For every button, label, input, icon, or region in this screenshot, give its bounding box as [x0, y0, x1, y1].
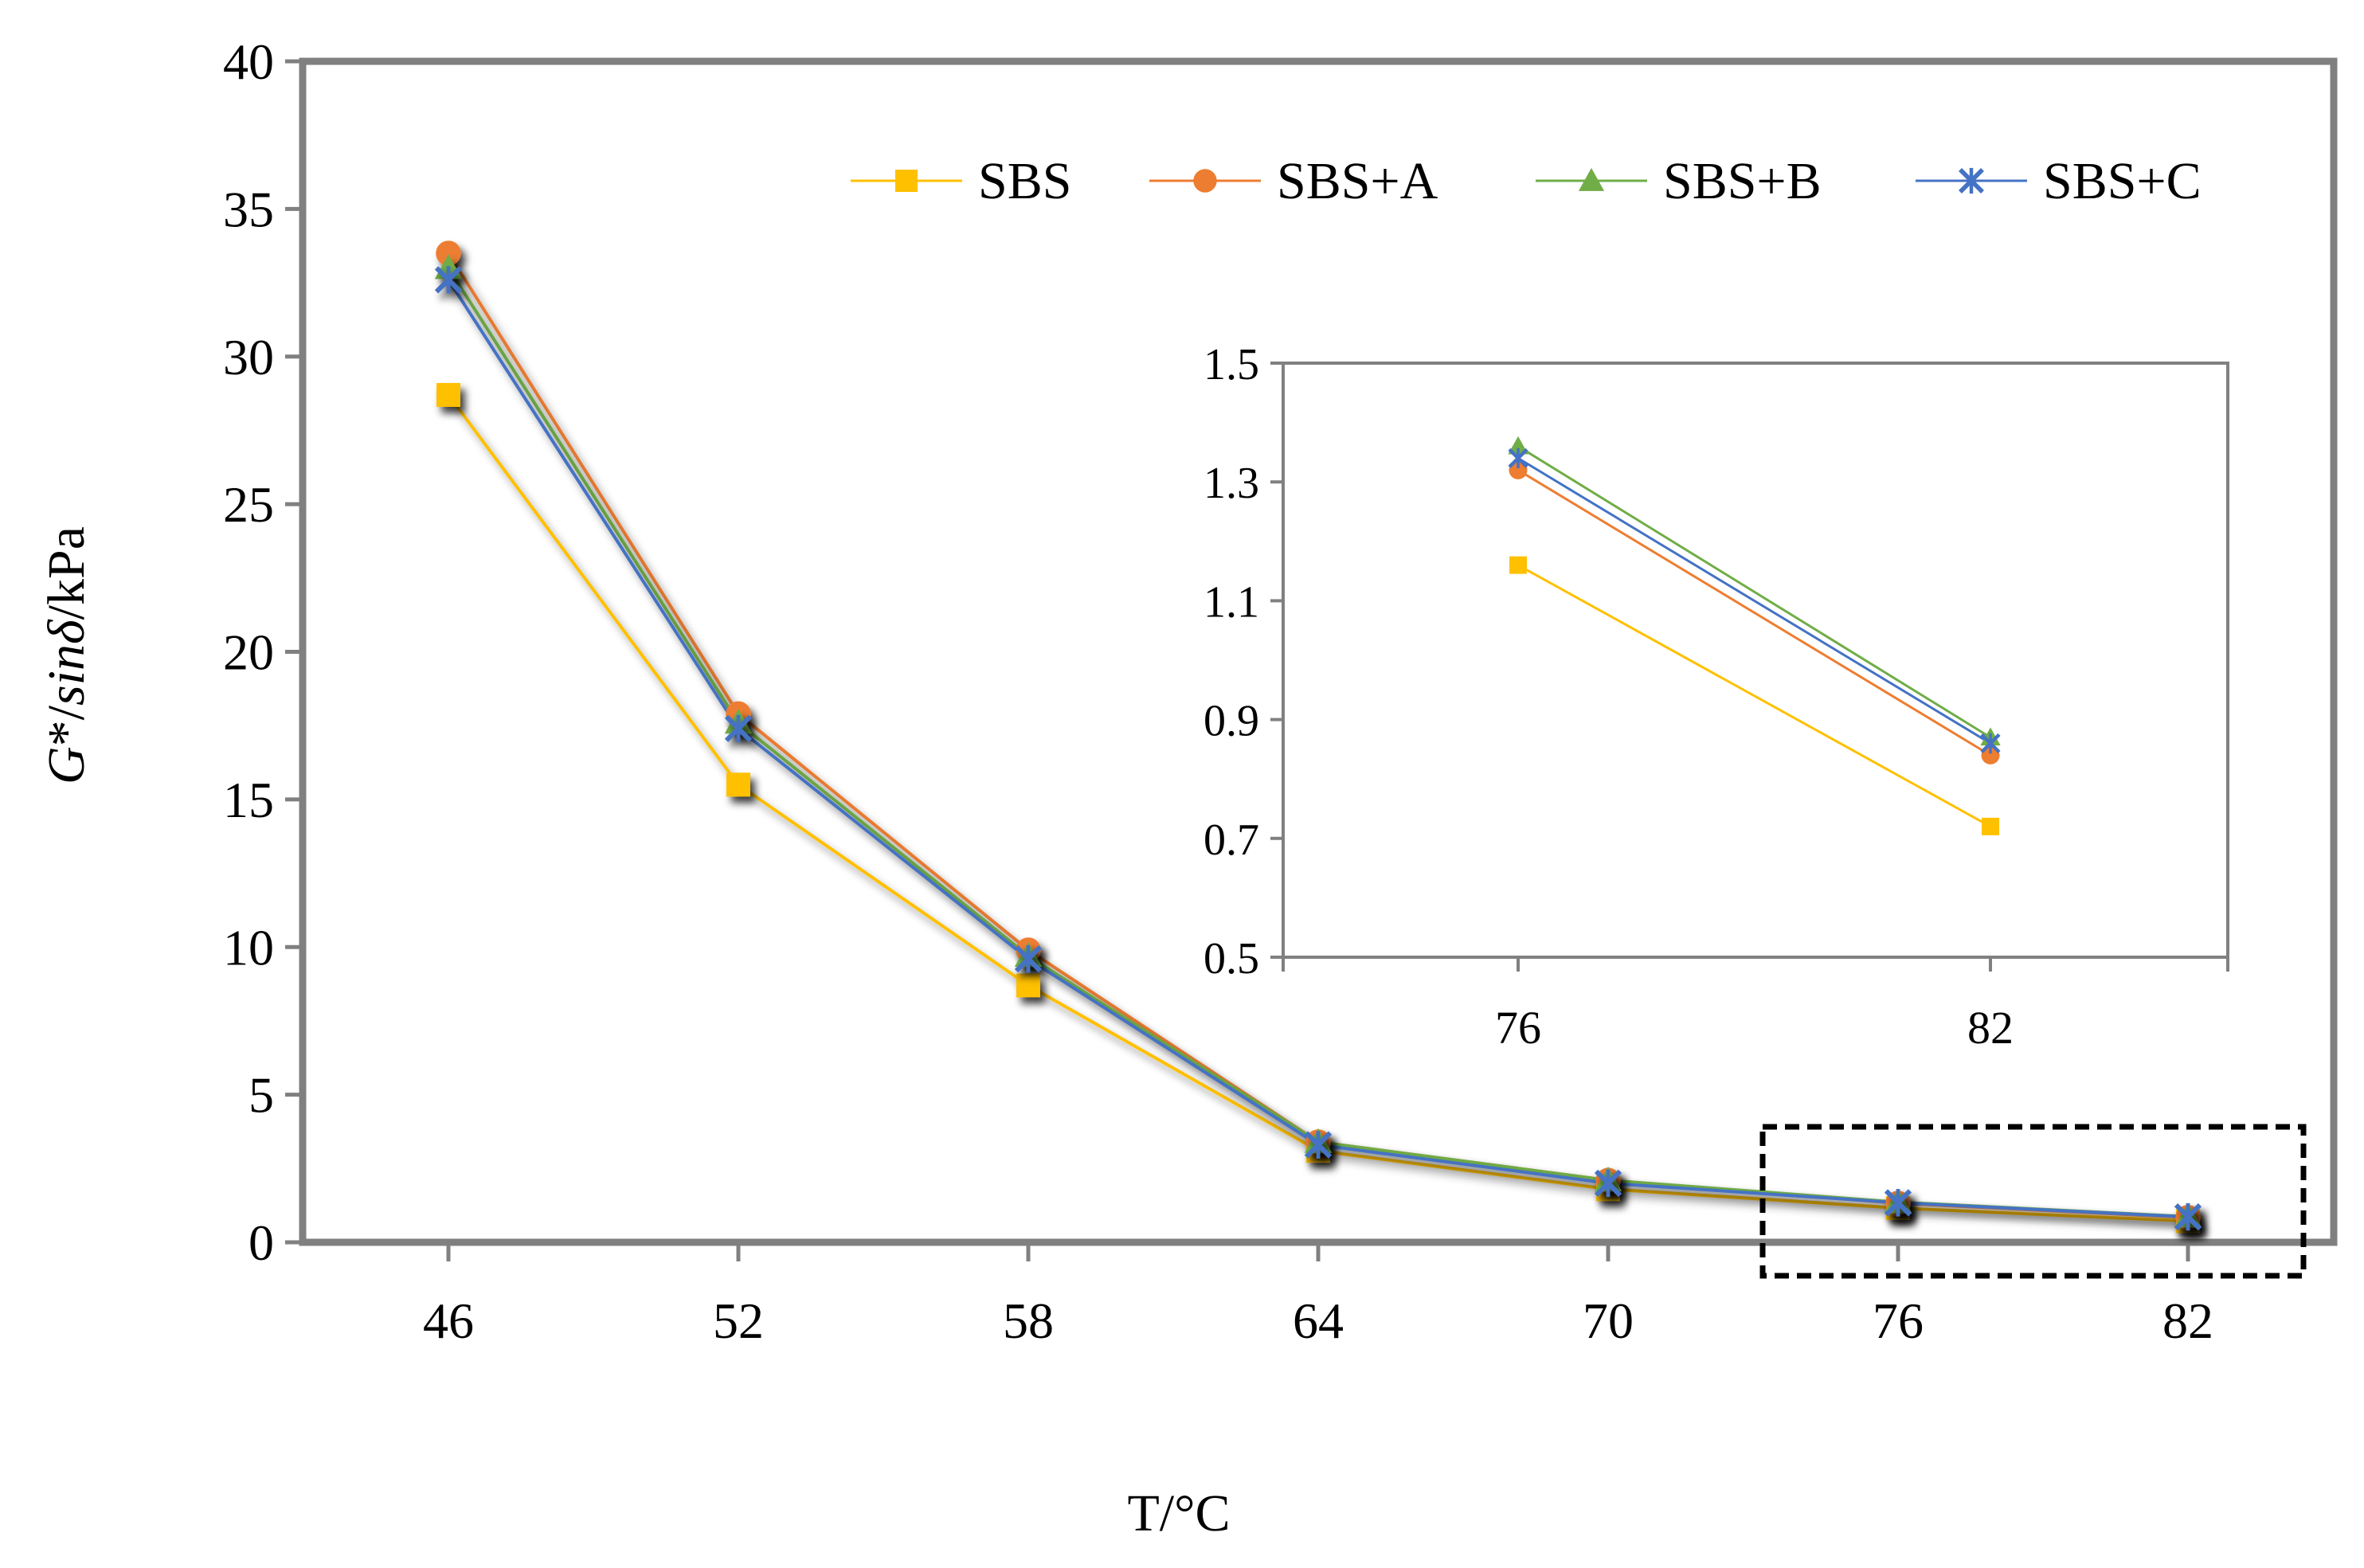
legend-label: SBS+A [1277, 152, 1438, 210]
inset-series-line-sbs-b [1517, 445, 1991, 739]
legend-item-sbs-b: SBS+B [1536, 152, 1822, 210]
inset-plot-frame [1282, 362, 2229, 959]
legend-marker-sbs-b [1578, 167, 1605, 191]
inset-x-tick-label: 82 [1967, 1002, 2014, 1054]
legend-marker-sbs [895, 170, 918, 192]
legend: SBS SBS+A SBS+B SBS+C [851, 152, 2202, 210]
data-point-sbs-c-52 [724, 714, 753, 743]
x-tick-label: 52 [713, 1292, 764, 1349]
legend-label: SBS+C [2043, 152, 2202, 210]
y-tick-label: 40 [223, 33, 274, 90]
legend-marker-sbs-a [1193, 169, 1217, 193]
y-tick-label: 35 [223, 181, 274, 237]
data-point-sbs-46 [436, 382, 460, 407]
y-tick-label: 10 [223, 919, 274, 976]
inset-data-point-sbs-c-76 [1508, 448, 1528, 469]
data-point-sbs-c-46 [434, 266, 463, 294]
legend-marker-sbs-c [1959, 167, 1984, 194]
x-axis-title: T/°C [1127, 1484, 1230, 1543]
inset-series-line-sbs-a [1517, 468, 1991, 757]
data-point-sbs-c-82 [2174, 1202, 2202, 1231]
inset-y-tick-label: 0.7 [1204, 815, 1259, 865]
inset-y-tick-label: 1.3 [1204, 459, 1259, 508]
legend-item-sbs-a: SBS+A [1149, 152, 1438, 210]
legend-label: SBS+B [1663, 152, 1822, 210]
y-axis-title: G*/sinδ/kPa [37, 526, 96, 784]
x-tick-label: 46 [423, 1292, 474, 1349]
data-point-sbs-c-64 [1304, 1131, 1333, 1159]
x-tick-label: 70 [1583, 1292, 1634, 1349]
data-point-sbs-c-70 [1594, 1169, 1622, 1198]
zoom-highlight-box [1759, 1124, 2307, 1279]
legend-label: SBS [978, 152, 1071, 210]
inset-data-point-sbs-82 [1982, 817, 1999, 835]
inset-y-tick-label: 0.5 [1204, 934, 1259, 983]
inset-x-tick-label: 76 [1495, 1002, 1541, 1054]
x-tick-label: 76 [1873, 1292, 1924, 1349]
y-tick-label: 5 [249, 1067, 274, 1124]
inset-series-line-sbs-c [1517, 457, 1991, 745]
legend-item-sbs: SBS [851, 152, 1071, 210]
inset-data-point-sbs-a-82 [1981, 745, 2000, 764]
data-point-sbs-c-76 [1884, 1189, 1912, 1217]
inset-y-tick-label: 0.9 [1204, 697, 1259, 746]
data-point-sbs-c-58 [1014, 944, 1043, 973]
y-tick-label: 20 [223, 624, 274, 681]
x-tick-label: 58 [1003, 1292, 1054, 1349]
legend-item-sbs-c: SBS+C [1916, 152, 2202, 210]
y-tick-label: 15 [223, 772, 274, 828]
inset-data-point-sbs-a-76 [1509, 460, 1528, 479]
inset-y-tick-label: 1.1 [1204, 577, 1259, 627]
inset-data-point-sbs-b-76 [1508, 436, 1528, 455]
data-point-sbs-a-46 [436, 240, 461, 266]
data-point-sbs-52 [726, 772, 750, 797]
y-tick-label: 30 [223, 329, 274, 385]
inset-data-point-sbs-c-82 [1980, 733, 2001, 754]
y-tick-label: 25 [223, 476, 274, 533]
y-tick-label: 0 [249, 1214, 274, 1271]
x-tick-label: 64 [1293, 1292, 1344, 1349]
inset-y-tick-label: 1.5 [1204, 340, 1259, 389]
x-tick-label: 82 [2162, 1292, 2213, 1349]
data-point-sbs-58 [1016, 973, 1040, 998]
inset-data-point-sbs-76 [1509, 556, 1527, 574]
inset-series-line-sbs [1517, 564, 1991, 828]
